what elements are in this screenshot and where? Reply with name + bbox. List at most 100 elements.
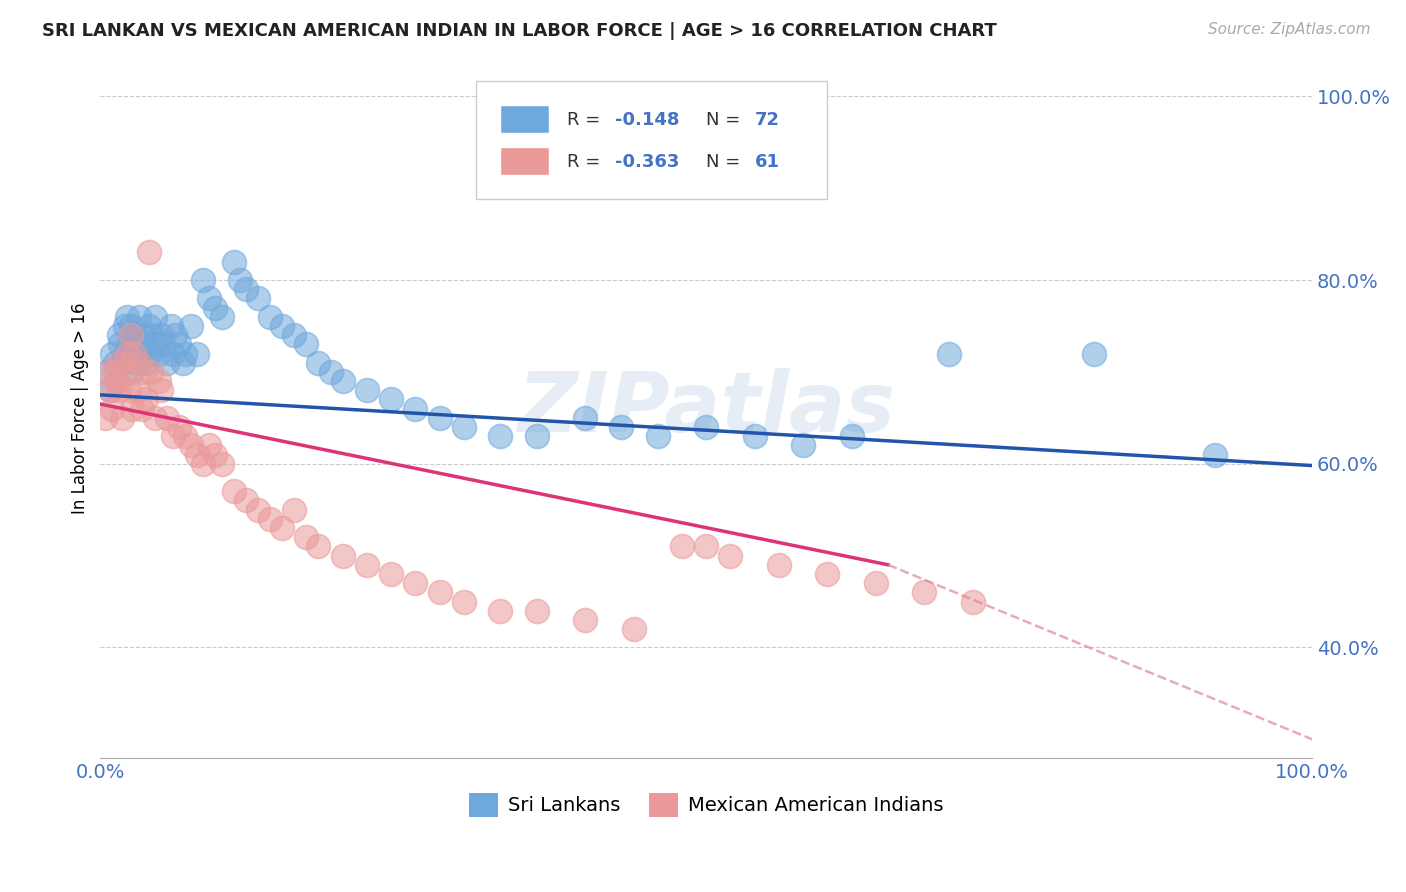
Point — [453, 420, 475, 434]
Text: SRI LANKAN VS MEXICAN AMERICAN INDIAN IN LABOR FORCE | AGE > 16 CORRELATION CHAR: SRI LANKAN VS MEXICAN AMERICAN INDIAN IN… — [42, 22, 997, 40]
Text: N =: N = — [706, 112, 747, 129]
Point — [162, 429, 184, 443]
Point — [174, 346, 197, 360]
Point — [167, 337, 190, 351]
Point — [295, 337, 318, 351]
Point — [865, 576, 887, 591]
Point — [489, 604, 512, 618]
Point — [148, 346, 170, 360]
Point — [125, 384, 148, 398]
Point — [94, 410, 117, 425]
Point — [159, 318, 181, 333]
Point — [574, 410, 596, 425]
Point — [180, 438, 202, 452]
Point — [138, 318, 160, 333]
Point — [841, 429, 863, 443]
FancyBboxPatch shape — [501, 105, 548, 133]
Point — [404, 401, 426, 416]
Point — [429, 410, 451, 425]
Text: 61: 61 — [755, 153, 780, 171]
Point — [295, 530, 318, 544]
Point — [246, 502, 269, 516]
Point — [152, 337, 174, 351]
Point — [141, 328, 163, 343]
Point — [222, 254, 245, 268]
Point — [141, 365, 163, 379]
Point — [647, 429, 669, 443]
Point — [131, 401, 153, 416]
Point — [120, 328, 142, 343]
Point — [744, 429, 766, 443]
Point — [125, 337, 148, 351]
Point — [259, 310, 281, 324]
Point — [172, 356, 194, 370]
Point — [308, 356, 330, 370]
Point — [149, 328, 172, 343]
Point — [132, 365, 155, 379]
Point — [695, 540, 717, 554]
Point — [114, 365, 136, 379]
Point — [167, 420, 190, 434]
Point — [332, 549, 354, 563]
Point — [574, 613, 596, 627]
Point — [332, 374, 354, 388]
Point — [118, 337, 141, 351]
Point — [198, 438, 221, 452]
Point — [107, 384, 129, 398]
Point — [162, 346, 184, 360]
Point — [356, 384, 378, 398]
Point — [105, 374, 128, 388]
Point — [453, 594, 475, 608]
Point — [107, 328, 129, 343]
Point — [115, 346, 138, 360]
Text: R =: R = — [567, 153, 606, 171]
Point — [101, 346, 124, 360]
Point — [610, 420, 633, 434]
Point — [128, 356, 150, 370]
Point — [235, 282, 257, 296]
Point — [720, 549, 742, 563]
Point — [135, 356, 157, 370]
Text: N =: N = — [706, 153, 747, 171]
Point — [128, 310, 150, 324]
Text: R =: R = — [567, 112, 606, 129]
Point — [111, 356, 134, 370]
Point — [108, 356, 131, 370]
Point — [246, 292, 269, 306]
Point — [526, 604, 548, 618]
Point — [121, 346, 143, 360]
Point — [380, 566, 402, 581]
Text: Source: ZipAtlas.com: Source: ZipAtlas.com — [1208, 22, 1371, 37]
Point — [671, 540, 693, 554]
Point — [105, 374, 128, 388]
Point — [1083, 346, 1105, 360]
Point — [211, 457, 233, 471]
Point — [108, 337, 131, 351]
Point — [768, 558, 790, 572]
Point — [259, 512, 281, 526]
Point — [429, 585, 451, 599]
Point — [380, 392, 402, 407]
Point — [319, 365, 342, 379]
Point — [124, 346, 146, 360]
Text: 72: 72 — [755, 112, 780, 129]
Point — [135, 392, 157, 407]
Point — [623, 622, 645, 636]
Point — [111, 410, 134, 425]
Point — [204, 448, 226, 462]
Point — [235, 493, 257, 508]
Point — [912, 585, 935, 599]
Point — [228, 273, 250, 287]
Point — [356, 558, 378, 572]
Point — [695, 420, 717, 434]
Point — [174, 429, 197, 443]
Point — [125, 356, 148, 370]
Point — [115, 310, 138, 324]
Legend: Sri Lankans, Mexican American Indians: Sri Lankans, Mexican American Indians — [461, 786, 952, 825]
Point — [98, 384, 121, 398]
Text: -0.148: -0.148 — [616, 112, 681, 129]
Point — [96, 365, 118, 379]
Point — [97, 365, 120, 379]
Point — [186, 448, 208, 462]
Point — [138, 245, 160, 260]
